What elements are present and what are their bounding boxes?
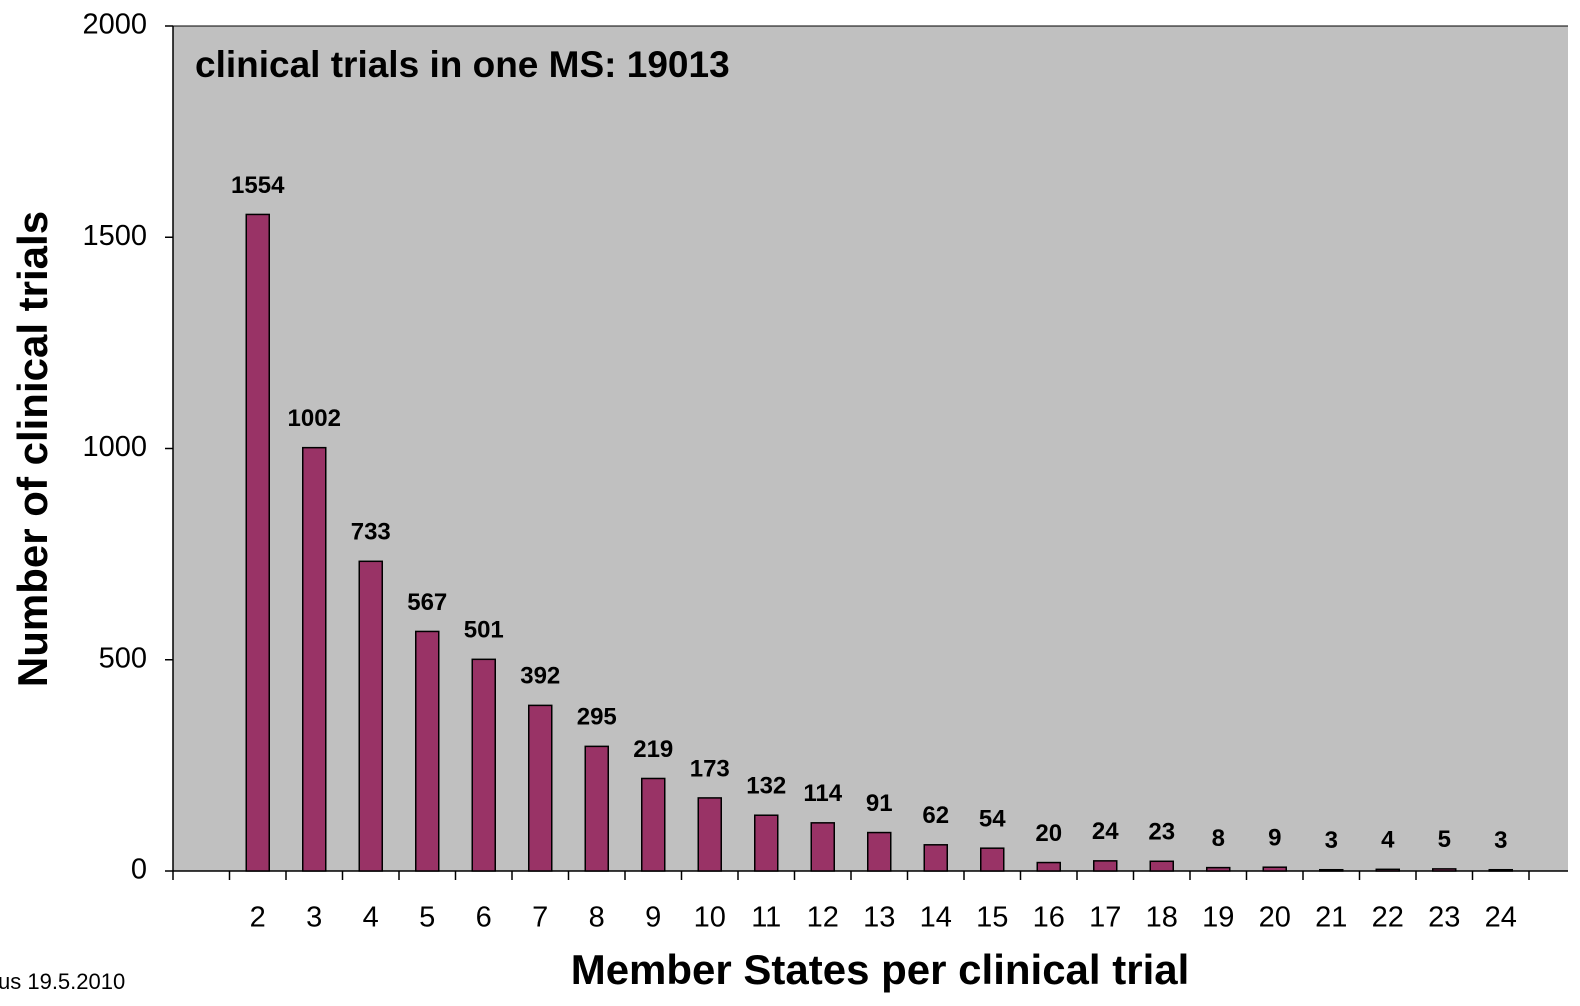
value-label: 173 — [690, 755, 730, 782]
annotation: clinical trials in one MS: 19013 — [195, 44, 730, 85]
bar — [358, 560, 383, 872]
value-label: 91 — [866, 790, 893, 817]
bar — [1432, 868, 1457, 872]
x-tick-label: 14 — [920, 902, 952, 934]
bar — [754, 814, 779, 872]
y-tick-label: 0 — [131, 854, 147, 886]
x-tick-label: 21 — [1315, 902, 1347, 934]
bar — [1375, 868, 1400, 872]
bar — [1206, 866, 1231, 872]
x-tick-label: 16 — [1033, 902, 1065, 934]
x-tick-label: 24 — [1485, 902, 1517, 934]
bar — [641, 777, 666, 872]
x-tick-label: 18 — [1146, 902, 1178, 934]
x-tick-label: 6 — [476, 902, 492, 934]
value-label: 9 — [1268, 825, 1281, 852]
y-axis-title: Number of clinical trials — [9, 211, 56, 687]
bar — [867, 831, 892, 872]
value-label: 219 — [633, 736, 673, 763]
value-label: 3 — [1325, 827, 1338, 854]
value-label: 23 — [1148, 819, 1175, 846]
x-tick-label: 12 — [807, 902, 839, 934]
bar — [1149, 860, 1174, 872]
x-axis-title: Member States per clinical trial — [571, 946, 1190, 993]
bar — [980, 847, 1005, 872]
value-label: 62 — [922, 802, 949, 829]
x-tick-label: 9 — [645, 902, 661, 934]
bar — [245, 213, 270, 872]
bar — [302, 446, 327, 872]
bar — [810, 822, 835, 872]
footnote: us 19.5.2010 — [0, 969, 125, 994]
bar — [1036, 861, 1061, 872]
value-label: 24 — [1092, 818, 1119, 845]
x-tick-label: 22 — [1372, 902, 1404, 934]
x-tick-label: 11 — [751, 902, 781, 934]
x-tick-label: 10 — [694, 902, 726, 934]
value-label: 392 — [520, 663, 560, 690]
x-tick-label: 4 — [363, 902, 379, 934]
y-tick-label: 2000 — [82, 9, 147, 41]
value-label: 295 — [577, 704, 617, 731]
x-tick-label: 13 — [863, 902, 895, 934]
bar — [584, 745, 609, 872]
y-tick-label: 1500 — [82, 220, 147, 252]
bar — [923, 844, 948, 872]
bar — [1262, 866, 1287, 872]
bar — [528, 704, 553, 872]
x-tick-label: 5 — [419, 902, 435, 934]
bar — [1488, 868, 1513, 872]
value-label: 4 — [1381, 827, 1395, 854]
value-label: 20 — [1035, 820, 1062, 847]
value-label: 132 — [746, 773, 786, 800]
x-tick-label: 20 — [1259, 902, 1291, 934]
value-label: 1554 — [231, 172, 285, 199]
bar — [1093, 860, 1118, 872]
value-label: 54 — [979, 806, 1006, 833]
x-tick-label: 15 — [976, 902, 1008, 934]
x-tick-label: 3 — [306, 902, 322, 934]
value-label: 8 — [1212, 825, 1225, 852]
value-label: 501 — [464, 617, 504, 644]
bar — [415, 630, 440, 872]
x-tick-label: 7 — [532, 902, 548, 934]
x-tick-label: 8 — [589, 902, 605, 934]
value-label: 3 — [1494, 827, 1507, 854]
x-tick-label: 23 — [1428, 902, 1460, 934]
x-tick-label: 17 — [1089, 902, 1121, 934]
bar — [471, 658, 496, 872]
value-label: 567 — [407, 589, 447, 616]
bar — [1319, 868, 1344, 872]
value-label: 733 — [351, 519, 391, 546]
x-tick-label: 19 — [1202, 902, 1234, 934]
bar — [697, 797, 722, 872]
y-tick-label: 1000 — [82, 431, 147, 463]
plot-area — [173, 26, 1568, 871]
value-label: 114 — [803, 780, 842, 807]
value-label: 5 — [1438, 826, 1451, 853]
value-label: 1002 — [288, 405, 341, 432]
y-tick-label: 500 — [99, 642, 147, 674]
x-tick-label: 2 — [250, 902, 266, 934]
